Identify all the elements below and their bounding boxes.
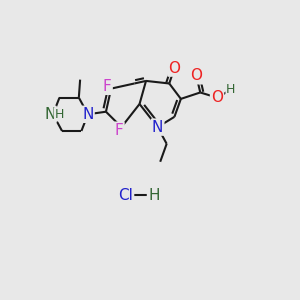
Text: O: O — [190, 68, 202, 83]
Text: H: H — [226, 83, 236, 96]
Text: N: N — [44, 107, 56, 122]
Text: F: F — [103, 79, 112, 94]
Text: N: N — [82, 107, 94, 122]
Text: H: H — [148, 188, 160, 202]
Text: O: O — [168, 61, 180, 76]
Text: Cl: Cl — [118, 188, 133, 202]
Text: F: F — [115, 123, 124, 138]
Text: O: O — [211, 90, 223, 105]
Text: H: H — [55, 108, 64, 121]
Text: N: N — [152, 120, 163, 135]
